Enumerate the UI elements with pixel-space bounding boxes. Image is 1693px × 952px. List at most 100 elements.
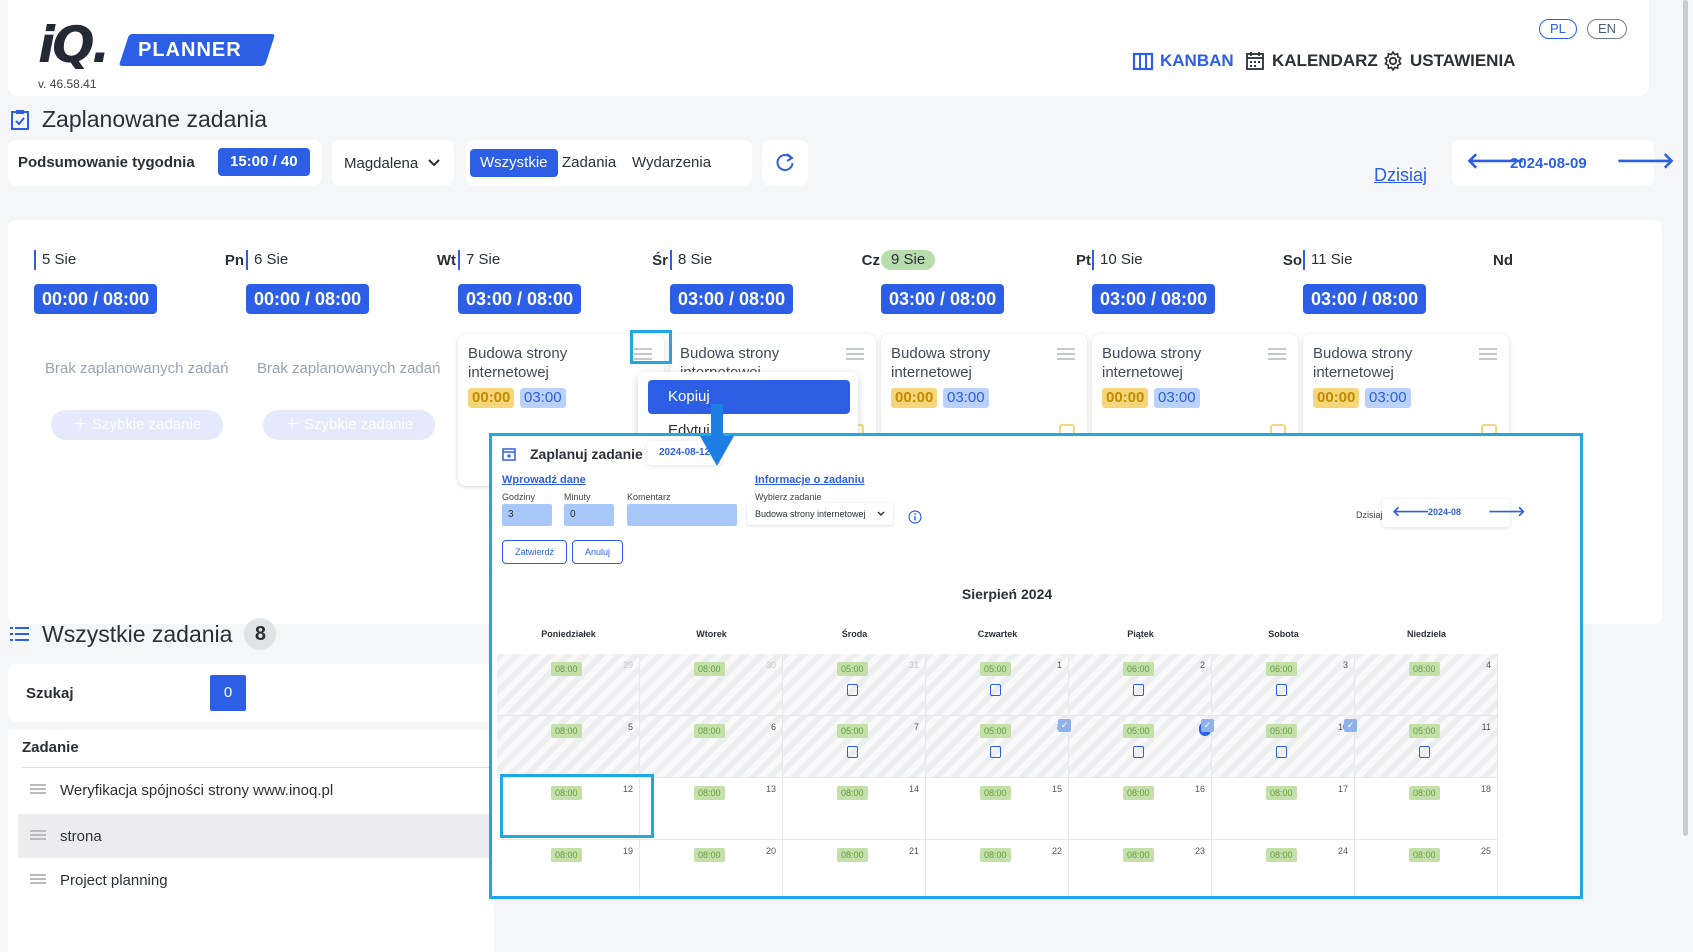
day-number: 16 [1194, 784, 1205, 794]
calendar-day-cell[interactable]: 08:00 23 [1069, 840, 1212, 896]
calendar-day-cell[interactable]: 05:00 10 ✓ [1201, 716, 1355, 778]
task-select[interactable]: Budowa strony internetowej [747, 503, 893, 525]
quick-task-button[interactable]: ＋ Szybkie zadanie [51, 410, 223, 440]
cancel-button[interactable]: Anuluj [572, 540, 624, 564]
clipboard-icon[interactable] [1276, 746, 1287, 758]
day-hours-chip: 08:00 [694, 786, 725, 800]
checkbox-icon[interactable]: ✓ [1344, 719, 1357, 732]
calendar-day-cell[interactable]: 08:00 22 [926, 840, 1069, 896]
calendar-day-cell[interactable]: 08:00 15 [926, 778, 1069, 840]
calendar-day-cell[interactable]: 05:00 11 ✓ [1344, 716, 1498, 778]
task-row[interactable]: Weryfikacja spójności strony www.inoq.pl [18, 768, 494, 812]
hours-input[interactable]: 3 [502, 504, 552, 526]
language-pl[interactable]: PL [1539, 19, 1577, 39]
clipboard-icon[interactable] [1276, 684, 1287, 696]
calendar-day-cell[interactable]: 06:00 3 [1212, 654, 1355, 716]
enter-data-link[interactable]: Wprowadź dane [502, 474, 586, 486]
filter-events[interactable]: Wydarzenia [632, 154, 712, 171]
calendar-day-cell[interactable]: 05:008 [926, 716, 1069, 778]
page-scrollbar[interactable] [1683, 0, 1688, 836]
task-card[interactable]: Budowa strony internetowej 00:00 03:00 [881, 334, 1087, 444]
checkbox-icon[interactable]: ✓ [1058, 719, 1071, 732]
calendar-day-cell[interactable]: 08:00 24 [1212, 840, 1355, 896]
nav-calendar[interactable]: KALENDARZ [1244, 50, 1378, 72]
task-menu-icon[interactable] [1268, 348, 1286, 360]
next-week-arrow-icon[interactable]: 🡒 [1616, 148, 1675, 173]
task-menu-icon[interactable] [846, 348, 864, 360]
checkbox-icon[interactable]: ✓ [1201, 719, 1214, 732]
quick-task-button[interactable]: ＋ Szybkie zadanie [263, 410, 435, 440]
calendar-day-cell[interactable]: 08:00 18 [1355, 778, 1498, 840]
refresh-button[interactable] [762, 140, 808, 186]
day-date-today: 9 Sie [881, 250, 936, 270]
day-name: So [1282, 252, 1302, 269]
time-planned-chip: 03:00 [1154, 388, 1200, 408]
confirm-button[interactable]: Zatwierdź [502, 540, 568, 564]
calendar-day-cell[interactable]: 08:00 20 [640, 840, 783, 896]
clipboard-icon[interactable] [990, 746, 1001, 758]
day-hours-chip: 05:00 [980, 724, 1011, 738]
task-card[interactable]: Budowa strony internetowej 00:00 03:00 [1303, 334, 1509, 444]
day-number: 15 [1051, 784, 1062, 794]
calendar-day-cell[interactable]: 08:00 12 [497, 778, 640, 840]
task-row[interactable]: Project planning [18, 858, 494, 902]
task-info-link[interactable]: Informacje o zadaniu [755, 474, 865, 486]
calendar-day-cell[interactable]: 08:00 21 [783, 840, 926, 896]
drag-handle-icon[interactable] [30, 784, 46, 794]
day-number: 23 [1194, 846, 1205, 856]
filter-tasks[interactable]: Zadania [562, 154, 617, 171]
prev-week-arrow-icon[interactable]: 🡐 [1466, 148, 1525, 173]
dialog-title: Zaplanuj zadanie [502, 446, 643, 462]
day-hours-chip: 05:00 [1123, 724, 1154, 738]
calendar-day-cell[interactable]: 05:00 7 [783, 716, 926, 778]
clipboard-icon[interactable] [1133, 684, 1144, 696]
info-icon[interactable] [908, 510, 922, 524]
copy-menu-item[interactable]: Kopiuj [648, 380, 850, 414]
task-menu-icon[interactable] [634, 348, 652, 360]
nav-kanban[interactable]: KANBAN [1132, 50, 1234, 72]
calendar-day-cell[interactable]: 05:00 1 [926, 654, 1069, 716]
clipboard-icon[interactable] [847, 684, 858, 696]
clipboard-icon[interactable] [1419, 746, 1430, 758]
calendar-day-cell[interactable]: 08:00 16 [1069, 778, 1212, 840]
calendar-day-cell[interactable]: 08:00 6 [640, 716, 783, 778]
task-menu-icon[interactable] [1057, 348, 1075, 360]
calendar-day-cell[interactable]: 08:00 5 [497, 716, 640, 778]
day-number: 10 [1337, 722, 1348, 732]
dialog-today-link[interactable]: Dzisiaj [1356, 510, 1383, 520]
calendar-day-cell[interactable]: 08:00 30 [640, 654, 783, 716]
task-menu-icon[interactable] [1479, 348, 1497, 360]
calendar-day-cell[interactable]: 08:00 29 [497, 654, 640, 716]
clipboard-icon[interactable] [990, 684, 1001, 696]
calendar-day-cell[interactable]: 05:009✓ [1058, 716, 1212, 778]
comment-input[interactable] [627, 504, 737, 526]
calendar-day-cell[interactable]: 06:00 2 [1069, 654, 1212, 716]
language-en[interactable]: EN [1587, 19, 1628, 39]
drag-handle-icon[interactable] [30, 874, 46, 884]
day-hours: 03:00 / 08:00 [670, 284, 794, 314]
drag-handle-icon[interactable] [30, 830, 46, 840]
calendar-day-cell[interactable]: 08:00 13 [640, 778, 783, 840]
clipboard-icon[interactable] [847, 746, 858, 758]
calendar-day-cell[interactable]: 08:00 14 [783, 778, 926, 840]
calendar-plus-icon [502, 448, 516, 461]
logo[interactable]: iQ. PLANNER [38, 16, 276, 74]
calendar-day-cell[interactable]: 08:00 19 [497, 840, 640, 896]
day-number: 7 [913, 722, 919, 732]
calendar-day-cell[interactable]: 05:00 31 [783, 654, 926, 716]
calendar-day-cell[interactable]: 08:00 17 [1212, 778, 1355, 840]
prev-month-arrow-icon[interactable]: 🡐 [1392, 503, 1430, 519]
week-summary-label: Podsumowanie tygodnia [18, 154, 195, 171]
filter-all[interactable]: Wszystkie [470, 149, 558, 177]
task-card[interactable]: Budowa strony internetowej 00:00 03:00 [1092, 334, 1298, 444]
calendar-day-cell[interactable]: 08:00 4 [1355, 654, 1498, 716]
next-month-arrow-icon[interactable]: 🡒 [1488, 503, 1526, 519]
calendar-day-cell[interactable]: 08:00 25 [1355, 840, 1498, 896]
nav-settings[interactable]: USTAWIENIA [1382, 50, 1515, 72]
task-row[interactable]: strona [18, 814, 494, 858]
minutes-input[interactable]: 0 [564, 504, 614, 526]
clipboard-icon[interactable] [1133, 746, 1144, 758]
today-link[interactable]: Dzisiaj [1374, 165, 1428, 185]
task-row-name: Weryfikacja spójności strony www.inoq.pl [60, 782, 334, 799]
user-select[interactable]: Magdalena [332, 140, 454, 186]
